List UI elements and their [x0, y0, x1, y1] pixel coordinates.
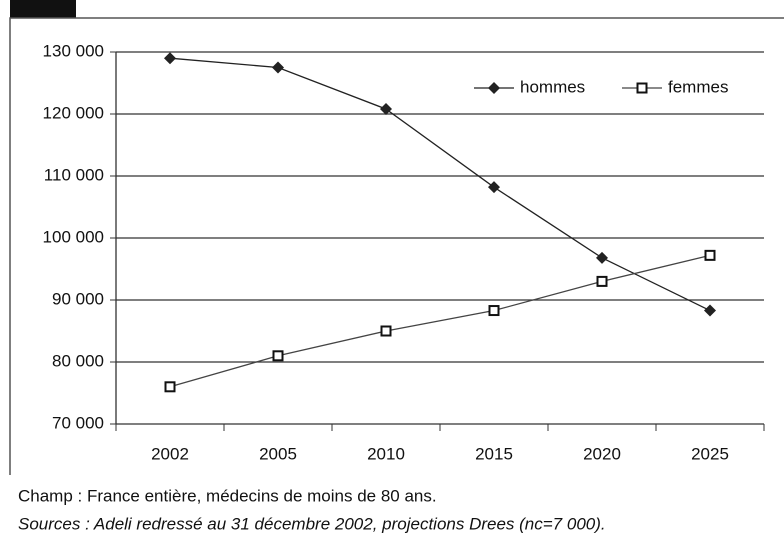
y-tick-label: 100 000 [43, 227, 104, 246]
note: Sources : Adeli redressé au 31 décembre … [18, 514, 606, 533]
header-bar [10, 0, 76, 18]
legend-marker [636, 82, 648, 94]
y-tick-label: 90 000 [52, 289, 104, 308]
x-tick-label: 2010 [367, 444, 405, 463]
legend-label: hommes [520, 77, 585, 96]
y-tick-label: 110 000 [44, 165, 104, 184]
x-tick-label: 2015 [475, 444, 513, 463]
x-tick-label: 2002 [151, 444, 189, 463]
y-tick-label: 130 000 [43, 41, 104, 60]
x-tick-label: 2005 [259, 444, 297, 463]
x-tick-label: 2025 [691, 444, 729, 463]
marker [164, 381, 176, 393]
marker [272, 350, 284, 362]
marker [596, 251, 608, 264]
series-line [169, 254, 711, 388]
marker [704, 304, 716, 317]
marker [380, 325, 392, 337]
marker [164, 52, 176, 65]
y-tick-label: 70 000 [52, 413, 104, 432]
marker [272, 61, 284, 74]
y-tick-label: 120 000 [43, 103, 104, 122]
legend-label: femmes [668, 77, 728, 96]
note: Champ : France entière, médecins de moin… [18, 486, 437, 505]
y-tick-label: 80 000 [52, 351, 104, 370]
marker [704, 249, 716, 261]
marker [596, 275, 608, 287]
marker [380, 103, 392, 116]
series-line [169, 57, 711, 312]
marker [488, 305, 500, 317]
marker [488, 181, 500, 194]
legend-marker [488, 82, 500, 94]
x-tick-label: 2020 [583, 444, 621, 463]
frame [9, 17, 784, 475]
